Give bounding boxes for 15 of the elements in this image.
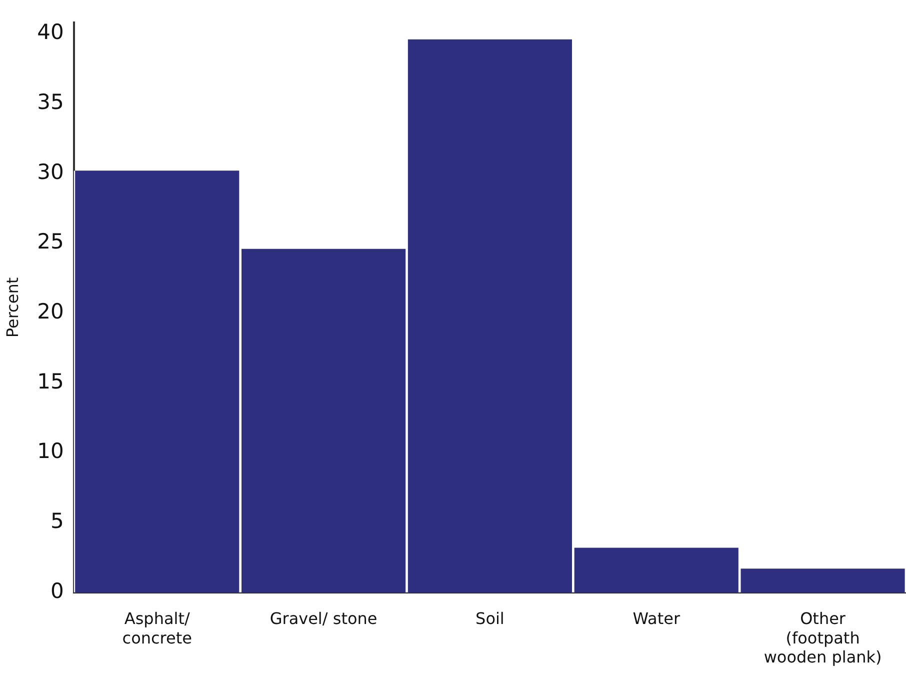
y-tick-label: 20	[37, 300, 64, 324]
y-tick-label: 0	[50, 578, 64, 603]
x-tick-label: Gravel/ stone	[270, 609, 378, 628]
x-tick-label: Asphalt/ concrete	[122, 609, 192, 648]
x-tick-label: Water	[632, 609, 680, 628]
y-tick-label: 35	[37, 90, 64, 114]
y-tick-label: 10	[37, 439, 64, 464]
x-tick-label: Other (footpath wooden plank)	[764, 609, 882, 667]
y-axis-title: Percent	[2, 277, 22, 338]
x-tick-label: Soil	[476, 609, 504, 628]
y-tick-label: 40	[37, 20, 64, 44]
y-tick-label: 30	[37, 160, 64, 184]
y-tick-label: 5	[50, 509, 64, 534]
y-tick-label: 15	[37, 369, 64, 394]
y-tick-label: 25	[37, 230, 64, 254]
